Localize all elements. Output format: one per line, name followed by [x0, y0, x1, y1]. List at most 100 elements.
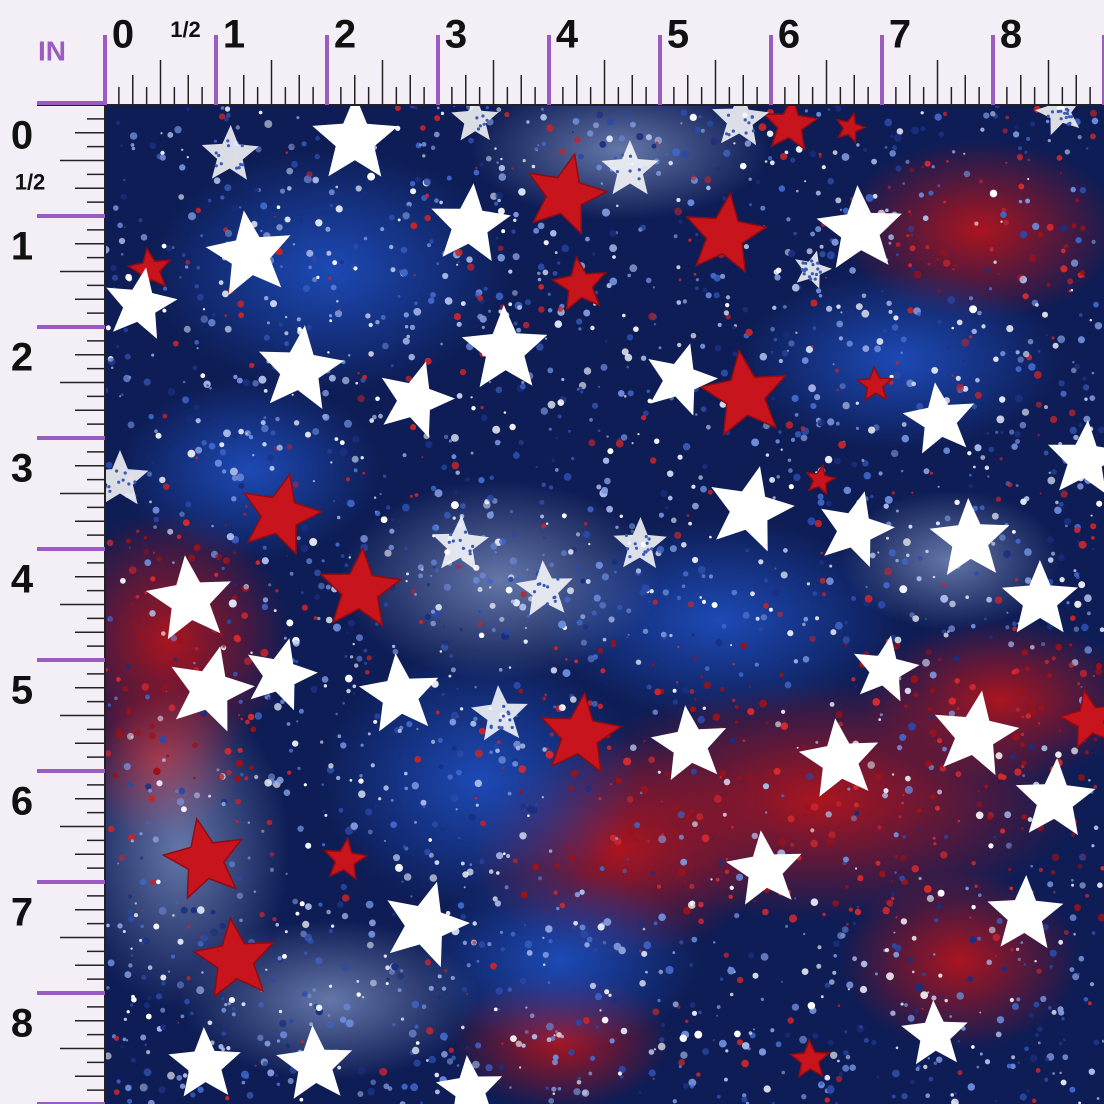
glitter-dot	[404, 325, 409, 329]
glitter-dot	[766, 130, 774, 137]
glitter-dot	[144, 559, 152, 567]
star-speckle	[751, 129, 756, 133]
glitter-dot	[943, 259, 951, 267]
glitter-dot	[963, 152, 966, 155]
glitter-dot	[457, 260, 460, 263]
glitter-dot	[698, 901, 704, 908]
glitter-dot	[314, 153, 320, 160]
glitter-dot	[228, 599, 237, 608]
glitter-dot	[521, 1043, 526, 1048]
white-star	[650, 705, 727, 780]
glitter-dot	[837, 1004, 841, 1007]
glitter-dot	[455, 248, 463, 257]
glitter-dot	[754, 662, 759, 667]
star-speckle	[463, 530, 468, 534]
glitter-dot	[855, 401, 859, 405]
glitter-dot	[485, 1064, 493, 1072]
glitter-dot	[537, 277, 542, 282]
glitter-dot	[129, 132, 138, 140]
glitter-dot	[105, 750, 111, 757]
glitter-dot	[1047, 536, 1054, 543]
glitter-dot	[1058, 380, 1065, 387]
glitter-dot	[442, 626, 446, 629]
glitter-dot	[507, 987, 512, 992]
glitter-dot	[537, 271, 541, 275]
glitter-dot	[139, 938, 143, 942]
glitter-dot	[596, 111, 604, 119]
glitter-dot	[571, 131, 574, 134]
glitter-dot	[392, 644, 396, 649]
glitter-dot	[241, 612, 249, 619]
glitter-dot	[770, 326, 775, 332]
glitter-dot	[803, 616, 809, 622]
glitter-dot	[721, 369, 728, 377]
glitter-dot	[1075, 575, 1080, 580]
glitter-dot	[183, 325, 191, 333]
glitter-dot	[402, 503, 410, 512]
glitter-dot	[190, 907, 197, 914]
glitter-dot	[835, 197, 842, 204]
glitter-dot	[937, 657, 942, 662]
glitter-dot	[1030, 864, 1033, 868]
glitter-dot	[120, 144, 123, 147]
glitter-dot	[107, 616, 114, 622]
glitter-dot	[337, 1039, 340, 1042]
red-star	[323, 836, 369, 881]
glitter-dot	[231, 204, 239, 212]
glitter-dot	[182, 396, 189, 404]
glitter-dot	[993, 835, 996, 839]
glitter-dot	[590, 1055, 596, 1061]
glitter-dot	[353, 468, 358, 473]
glitter-dot	[151, 353, 155, 357]
glitter-dot	[265, 968, 268, 971]
glitter-dot	[984, 784, 989, 789]
glitter-dot	[626, 365, 629, 369]
glitter-dot	[562, 669, 571, 678]
white-star	[901, 1000, 968, 1065]
glitter-dot	[279, 188, 286, 194]
star-speckle	[510, 725, 514, 730]
glitter-dot	[486, 494, 494, 502]
glitter-dot	[678, 219, 683, 224]
glitter-dot	[1044, 1057, 1050, 1062]
glitter-dot	[229, 861, 235, 868]
glitter-dot	[597, 429, 601, 433]
glitter-dot	[1024, 548, 1032, 556]
white-star	[259, 325, 344, 409]
glitter-dot	[258, 375, 267, 384]
glitter-dot	[178, 787, 186, 795]
glitter-dot	[932, 575, 936, 579]
glitter-dot	[677, 1005, 681, 1009]
glitter-dot	[125, 709, 132, 716]
glitter-dot	[237, 747, 243, 753]
glitter-dot	[732, 663, 735, 666]
glitter-dot	[856, 905, 860, 909]
glitter-dot	[362, 375, 367, 380]
glitter-dot	[130, 1003, 134, 1007]
glitter-dot	[428, 686, 433, 691]
glitter-dot	[1090, 133, 1096, 140]
glitter-dot	[497, 1008, 500, 1011]
glitter-dot	[625, 113, 630, 118]
glitter-dot	[685, 1019, 689, 1023]
glitter-dot	[219, 922, 226, 930]
glitter-dot	[854, 802, 859, 808]
glitter-dot	[160, 150, 165, 156]
glitter-dot	[179, 276, 182, 279]
glitter-dot	[266, 819, 273, 826]
glitter-dot	[322, 809, 326, 813]
star-speckle	[507, 712, 511, 716]
glitter-dot	[861, 293, 867, 299]
glitter-dot	[844, 1030, 848, 1034]
glitter-dot	[375, 320, 380, 325]
glitter-dot	[1044, 1077, 1049, 1082]
glitter-dot	[430, 292, 436, 298]
glitter-dot	[342, 702, 346, 705]
star-speckle	[502, 704, 506, 709]
glitter-dot	[845, 1054, 851, 1060]
glitter	[105, 105, 1104, 1104]
glitter-dot	[402, 453, 407, 458]
glitter-dot	[1081, 623, 1089, 632]
glitter-dot	[434, 489, 443, 498]
glitter-dot	[131, 784, 134, 787]
